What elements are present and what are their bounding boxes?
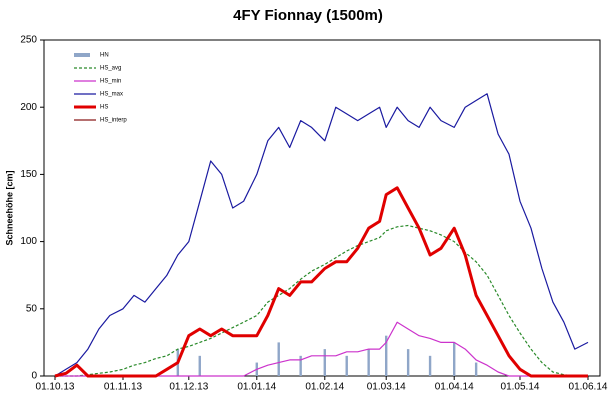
- legend-label: HS: [100, 105, 108, 111]
- hn-bar: [198, 355, 201, 376]
- legend-label: HS_min: [100, 79, 121, 85]
- legend-swatch: [74, 53, 90, 57]
- chart-title: 4FY Fionnay (1500m): [233, 7, 383, 24]
- y-tick-label: 150: [20, 169, 37, 180]
- legend-box: [68, 46, 142, 130]
- x-tick-label: 01.03.14: [367, 382, 406, 393]
- plot-frame: [43, 39, 601, 377]
- hn-bar: [474, 362, 478, 376]
- series-line: [54, 186, 588, 378]
- hn-bar: [453, 342, 456, 376]
- hn-bar: [345, 355, 348, 376]
- hn-bar: [367, 349, 370, 376]
- series-line: [55, 224, 588, 377]
- hn-bar: [277, 342, 280, 376]
- x-tick-label: 01.11.13: [104, 382, 143, 393]
- series-line: [54, 93, 589, 377]
- hn-bar: [323, 349, 326, 376]
- y-tick-label: 0: [31, 371, 37, 382]
- legend-label: HS_interp: [100, 118, 127, 124]
- legend-label: HS_max: [100, 92, 123, 98]
- x-tick-label: 01.06.14: [569, 382, 608, 393]
- y-tick-label: 250: [20, 35, 37, 46]
- x-tick-label: 01.01.14: [237, 382, 276, 393]
- legend-label: HS_avg: [100, 66, 121, 72]
- hn-bar: [385, 335, 388, 376]
- hn-bar: [428, 355, 432, 376]
- y-tick-label: 50: [26, 303, 38, 314]
- x-tick-label: 01.02.14: [305, 382, 344, 393]
- y-tick-label: 200: [20, 102, 37, 113]
- y-axis-label: Schneehöhe [cm]: [4, 170, 14, 245]
- y-tick-label: 100: [20, 236, 37, 247]
- hn-bar: [299, 355, 302, 376]
- x-tick-label: 01.05.14: [501, 382, 540, 393]
- x-tick-label: 01.04.14: [435, 382, 474, 393]
- x-tick-label: 01.10.13: [36, 382, 75, 393]
- hn-bar: [406, 349, 410, 376]
- x-tick-label: 01.12.13: [169, 382, 208, 393]
- series-line: [55, 321, 588, 377]
- legend-label: HN: [100, 53, 109, 59]
